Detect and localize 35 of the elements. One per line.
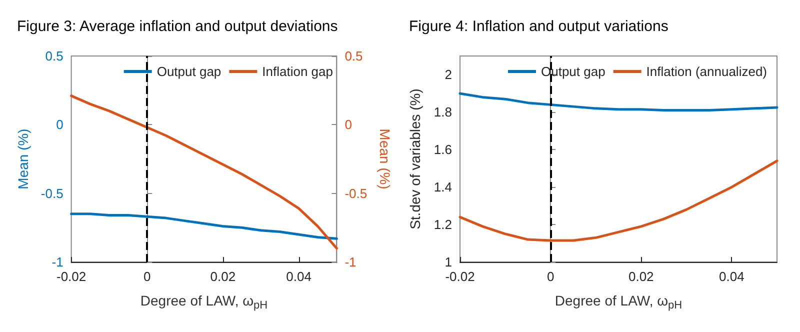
x-tick-label: 0.04	[286, 269, 312, 284]
y-tick-label: 1.6	[434, 142, 452, 158]
x-tick-label: 0.04	[719, 269, 744, 284]
line-series	[458, 92, 778, 112]
y-tick-label: 1.8	[434, 104, 452, 120]
y-tick-label: 1.2	[434, 217, 452, 232]
y-axis-title: St.dev of variables (%)	[407, 88, 423, 230]
y-tick-label: 0	[56, 117, 64, 132]
x-tick-label: 0	[546, 269, 554, 284]
legend-label: Inflation (annualized)	[646, 64, 768, 79]
y2-tick-label: -0.5	[344, 186, 368, 201]
line-series	[458, 160, 778, 242]
chart-title: Figure 3: Average inflation and output deviations	[17, 18, 338, 35]
y-axis-title: Mean (%)	[15, 128, 31, 190]
legend-label: Output gap	[156, 64, 222, 79]
line-series	[70, 94, 338, 250]
y-tick-label: 2	[444, 67, 452, 82]
line-series	[70, 212, 338, 240]
legend-label: Inflation gap	[262, 64, 334, 79]
y-tick-label: 0.5	[45, 48, 64, 64]
x-tick-label: 0.02	[628, 269, 654, 284]
y-tick-label: 1.4	[434, 180, 452, 195]
x-tick-label: -0.02	[56, 269, 86, 284]
chart-title: Figure 4: Inflation and output variations	[409, 18, 668, 35]
y-tick-label: -1	[52, 254, 64, 270]
x-tick-label: -0.02	[445, 269, 475, 284]
y2-tick-label: -1	[344, 254, 356, 270]
y-tick-label: 1	[444, 254, 452, 270]
x-tick-label: 0.02	[210, 269, 236, 284]
y2-tick-label: 0.5	[344, 48, 363, 64]
y2-tick-label: 0	[344, 117, 352, 132]
legend-label: Output gap	[540, 64, 606, 79]
y2-axis-title: Mean (%)	[377, 128, 393, 190]
y-tick-label: -0.5	[40, 186, 64, 201]
x-tick-label: 0	[144, 269, 151, 284]
